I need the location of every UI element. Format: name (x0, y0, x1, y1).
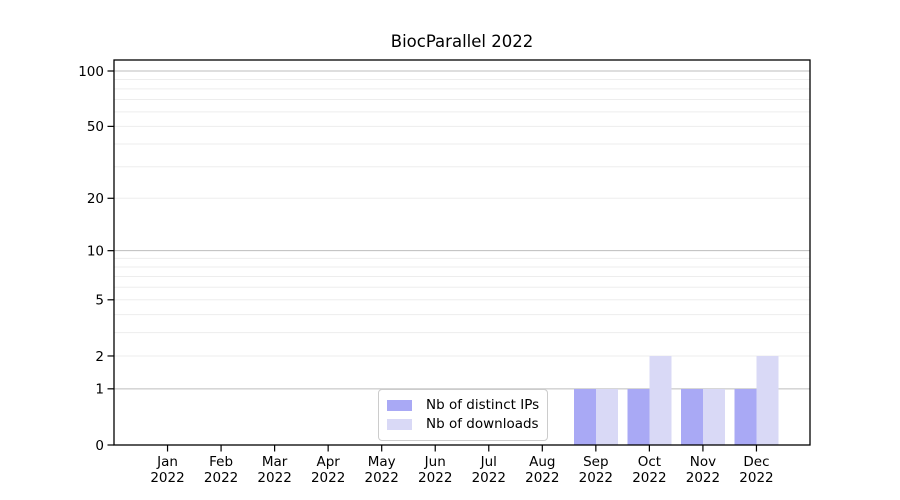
bar-distinct-ips (680, 388, 703, 445)
x-tick-label: Jul 2022 (472, 454, 506, 486)
legend-item-distinct-ips: Nb of distinct IPs (387, 396, 547, 413)
bar-downloads (702, 388, 725, 445)
x-tick-label: Sep 2022 (579, 454, 613, 486)
bar-distinct-ips (734, 388, 757, 445)
bar-distinct-ips (627, 388, 650, 445)
bar-downloads (756, 355, 779, 445)
legend-swatch-distinct-ips (387, 399, 412, 411)
legend: Nb of distinct IPs Nb of downloads (378, 389, 548, 441)
x-tick-label: Mar 2022 (257, 454, 291, 486)
x-tick-label: May 2022 (365, 454, 399, 486)
y-tick-label: 50 (87, 119, 104, 135)
legend-swatch-downloads (387, 419, 412, 431)
plot-border (113, 59, 811, 446)
x-tick-label: Oct 2022 (632, 454, 666, 486)
y-tick-label: 20 (87, 191, 104, 207)
x-tick-label: Dec 2022 (739, 454, 773, 486)
y-tick-label: 1 (95, 382, 104, 398)
y-tick-label: 0 (95, 438, 104, 454)
x-tick-label: Apr 2022 (311, 454, 345, 486)
chart-title: BiocParallel 2022 (390, 32, 534, 51)
x-tick-label: Feb 2022 (204, 454, 238, 486)
legend-label-distinct-ips: Nb of distinct IPs (426, 396, 540, 413)
x-tick-label: Jan 2022 (150, 454, 184, 486)
x-tick-label: Jun 2022 (418, 454, 452, 486)
y-tick-label: 5 (95, 293, 104, 309)
y-tick-label: 10 (87, 243, 104, 259)
x-tick-label: Aug 2022 (525, 454, 559, 486)
bar-downloads (649, 355, 672, 445)
y-tick-label: 2 (95, 349, 104, 365)
y-tick-label: 100 (78, 64, 104, 80)
x-tick-label: Nov 2022 (686, 454, 720, 486)
bar-downloads (595, 388, 618, 445)
legend-item-downloads: Nb of downloads (387, 416, 547, 432)
legend-label-downloads: Nb of downloads (426, 416, 539, 432)
bar-distinct-ips (573, 388, 596, 445)
